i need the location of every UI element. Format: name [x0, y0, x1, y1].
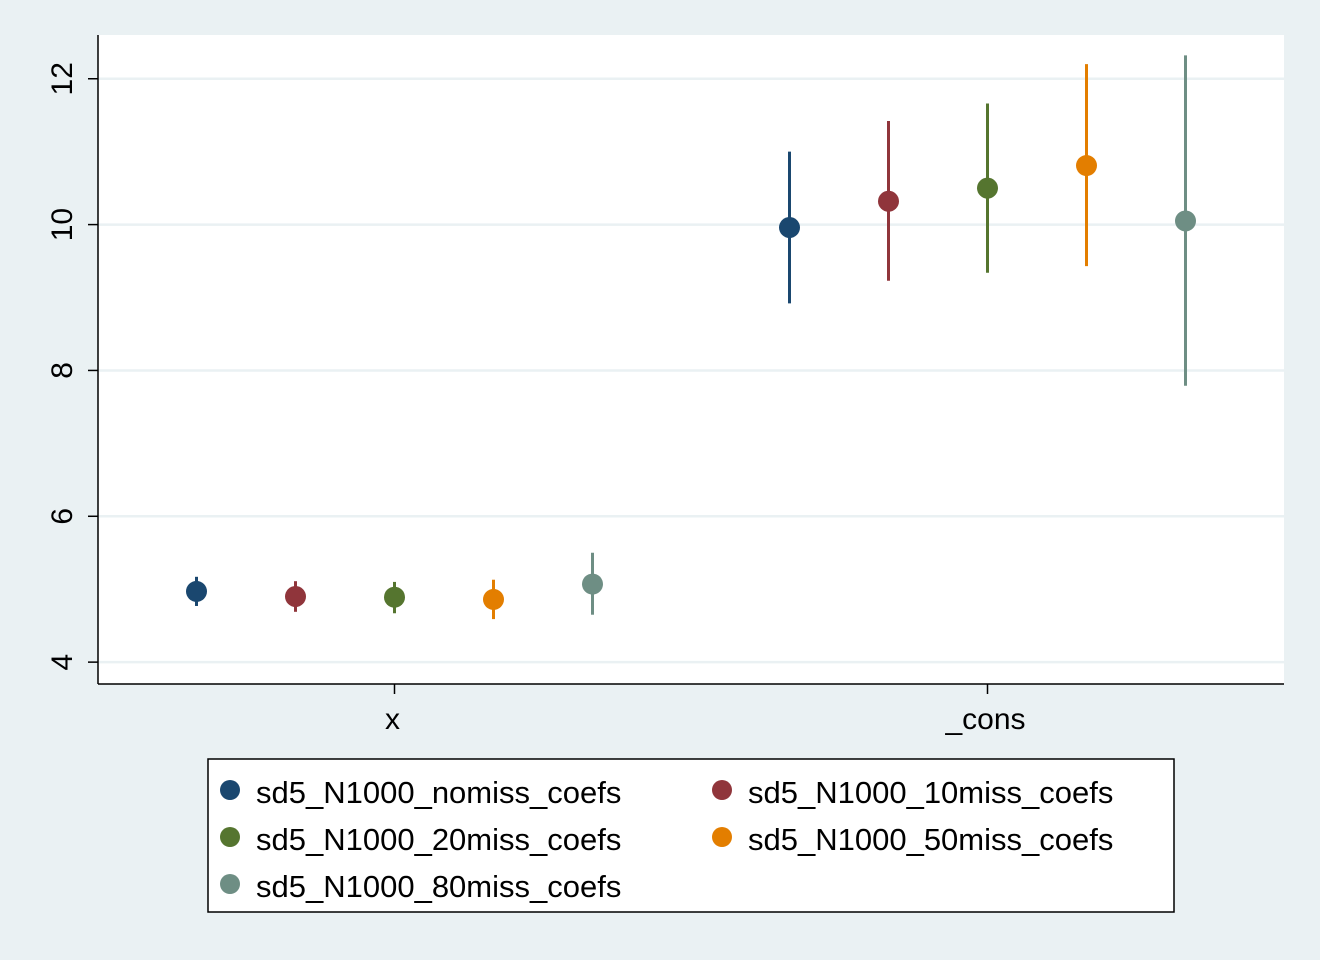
legend-marker [712, 780, 732, 800]
y-tick-label: 4 [46, 654, 79, 671]
point-estimate [285, 585, 306, 607]
point-estimate [483, 588, 504, 610]
x-axis-ticks: x _cons [385, 684, 1026, 736]
legend: sd5_N1000_nomiss_coefs sd5_N1000_10miss_c… [220, 775, 1113, 904]
point-estimate [977, 177, 998, 199]
x-tick-label: x [385, 703, 400, 736]
legend-marker [712, 827, 732, 847]
plot-background [98, 35, 1284, 684]
point-estimate [1076, 155, 1097, 177]
legend-label: sd5_N1000_80miss_coefs [256, 869, 621, 904]
x-tick-label: _cons [944, 703, 1025, 736]
legend-label: sd5_N1000_10miss_coefs [748, 775, 1113, 810]
y-axis-ticks: 4 6 8 10 12 [46, 62, 98, 670]
legend-label: sd5_N1000_nomiss_coefs [256, 775, 621, 810]
point-estimate [878, 190, 899, 212]
point-estimate [384, 586, 405, 608]
point-estimate [582, 573, 603, 595]
legend-marker [220, 827, 240, 847]
y-tick-label: 12 [46, 62, 79, 95]
series-marks [186, 55, 1196, 620]
legend-label: sd5_N1000_20miss_coefs [256, 822, 621, 857]
point-estimate [779, 217, 800, 239]
point-estimate [186, 580, 207, 602]
legend-label: sd5_N1000_50miss_coefs [748, 822, 1113, 857]
y-tick-label: 6 [46, 508, 79, 525]
legend-marker [220, 780, 240, 800]
y-tick-label: 8 [46, 362, 79, 379]
legend-box [207, 758, 1175, 913]
y-tick-label: 10 [46, 208, 79, 241]
legend-marker [220, 874, 240, 894]
point-estimate [1175, 210, 1196, 232]
